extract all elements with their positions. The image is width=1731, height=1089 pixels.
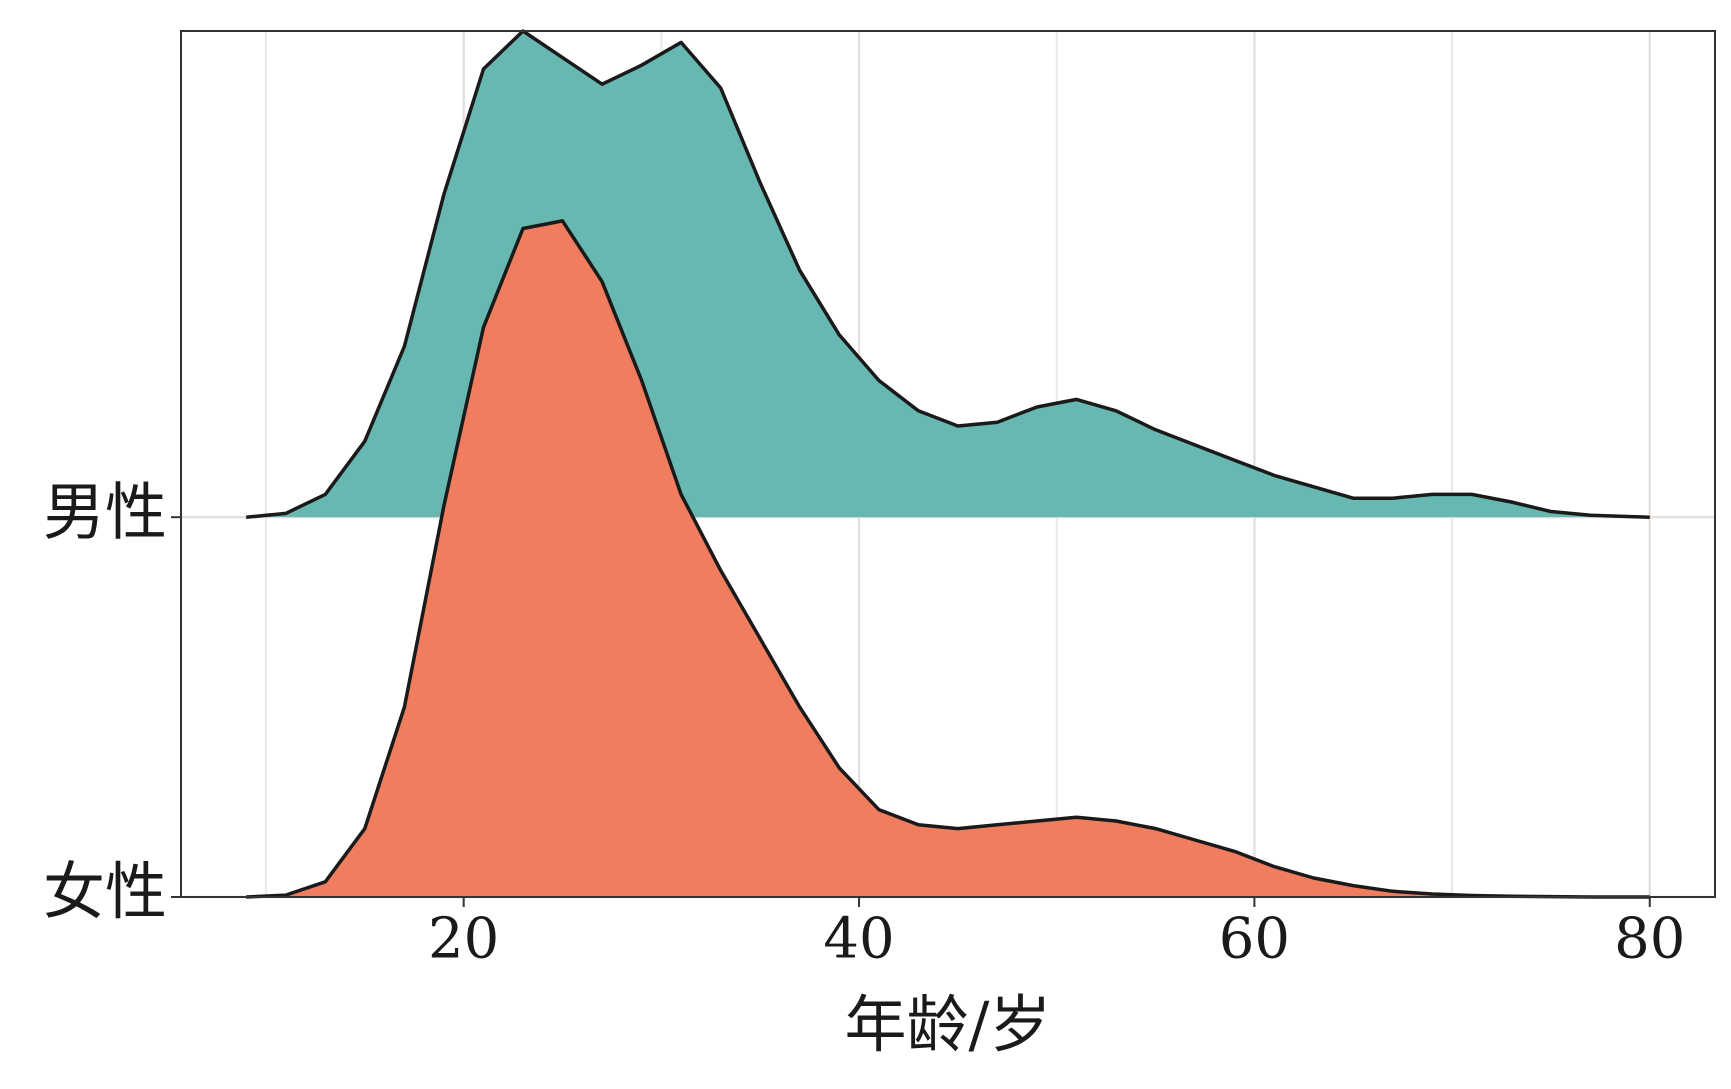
ridge-area: [246, 220, 1650, 897]
plot-border: [180, 30, 1716, 898]
y-tick-label: 女性: [43, 855, 167, 928]
x-tick-label: 40: [823, 907, 894, 972]
x-axis-title: 年龄/岁: [845, 988, 1052, 1061]
x-tick-label: 60: [1219, 907, 1290, 972]
ridge-line: [246, 29, 1650, 519]
x-tick-label: 80: [1614, 907, 1685, 972]
x-tick-label: 20: [428, 907, 499, 972]
y-tick-label: 男性: [43, 475, 167, 548]
ridge-line: [246, 219, 1650, 899]
